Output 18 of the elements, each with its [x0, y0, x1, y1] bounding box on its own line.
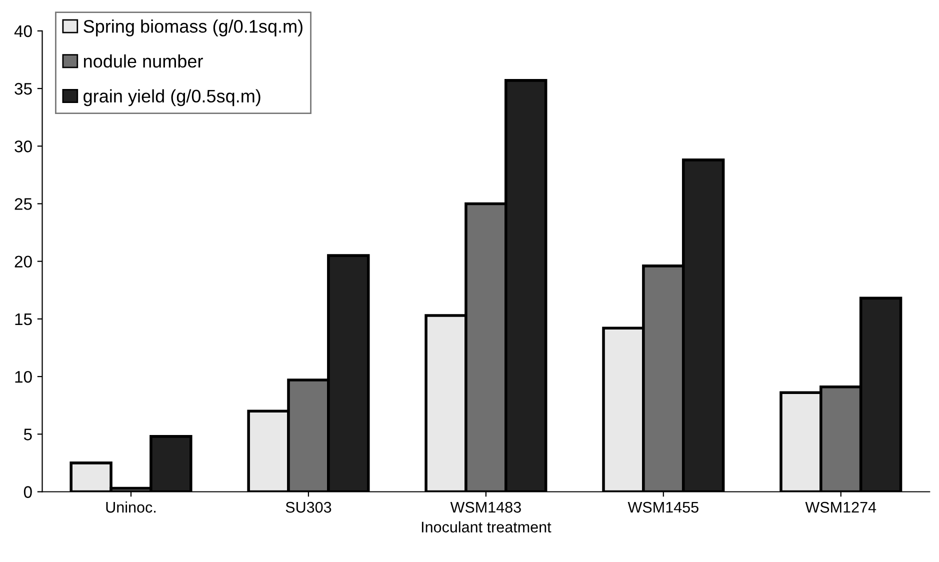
legend-label: grain yield (g/0.5sq.m) [84, 89, 260, 106]
y-tick-label: 30 [14, 140, 32, 152]
y-tick-label: 40 [14, 25, 32, 38]
x-tick-label: Uninoc. [106, 501, 156, 513]
x-axis-title: Inoculant treatment [422, 521, 552, 532]
y-tick-label: 25 [14, 198, 32, 210]
x-tick-label: WSM1483 [450, 502, 521, 513]
y-tick-label: 35 [14, 82, 32, 95]
y-tick-label: 15 [15, 314, 32, 326]
x-tick-label: WSM1455 [628, 502, 698, 513]
y-tick-label: 5 [24, 428, 32, 440]
y-tick-label: 0 [24, 486, 32, 498]
legend-label: nodule number [84, 54, 203, 68]
y-tick-label: 10 [15, 370, 32, 383]
legend-label: Spring biomass (g/0.1sq.m) [84, 20, 302, 36]
x-tick-label: SU303 [286, 502, 332, 513]
y-tick-label: 20 [14, 256, 32, 268]
x-tick-label: WSM1274 [805, 502, 876, 513]
